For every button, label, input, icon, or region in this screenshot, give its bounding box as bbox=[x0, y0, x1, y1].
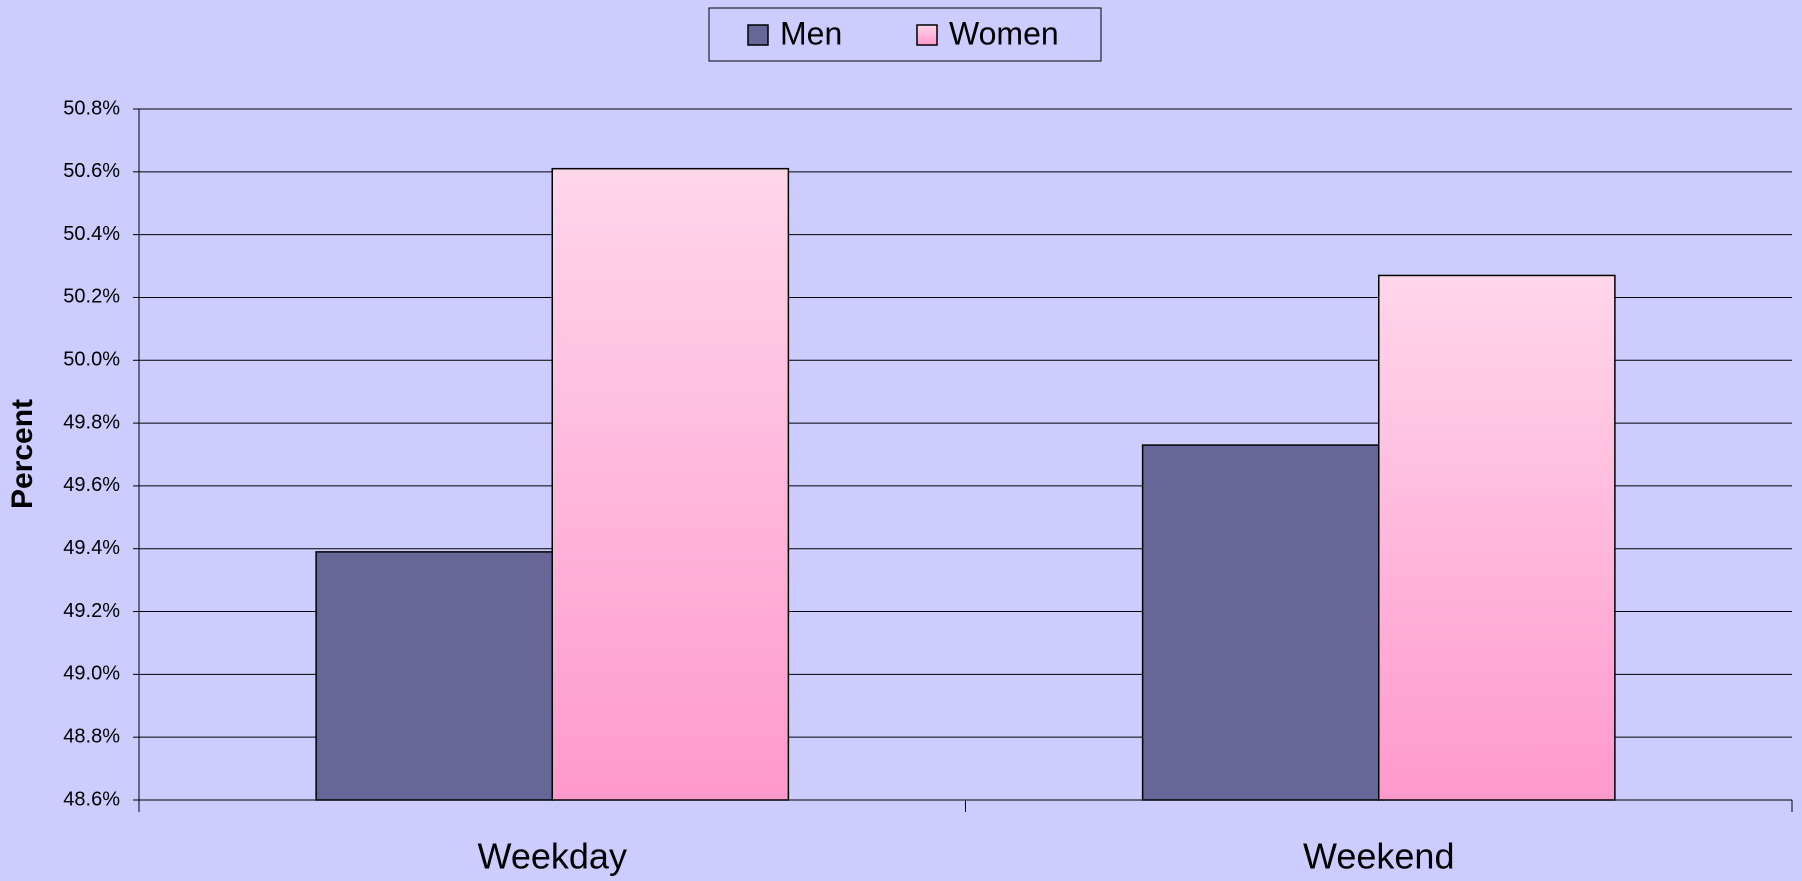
legend-swatch bbox=[747, 24, 769, 46]
y-tick-label: 49.6% bbox=[63, 474, 120, 496]
y-tick-label: 49.4% bbox=[63, 537, 120, 559]
y-axis-title: Percent bbox=[6, 399, 39, 509]
x-tick-label: Weekend bbox=[1303, 836, 1454, 877]
bar bbox=[1378, 274, 1616, 801]
bar bbox=[315, 551, 553, 801]
y-tick-label: 48.8% bbox=[63, 725, 120, 747]
y-tick-label: 50.2% bbox=[63, 286, 120, 308]
legend-label: Women bbox=[949, 15, 1059, 51]
y-tick-label: 50.6% bbox=[63, 160, 120, 182]
legend-label: Men bbox=[780, 15, 842, 51]
y-tick-label: 49.8% bbox=[63, 411, 120, 433]
bar bbox=[1141, 444, 1380, 801]
legend-swatch bbox=[916, 24, 938, 46]
y-tick-label: 49.2% bbox=[63, 600, 120, 622]
legend-box bbox=[708, 7, 1102, 62]
y-tick-label: 49.0% bbox=[63, 663, 120, 685]
y-tick-label: 48.6% bbox=[63, 788, 120, 810]
bar bbox=[551, 167, 790, 801]
y-tick-label: 50.8% bbox=[63, 97, 120, 119]
y-tick-label: 50.4% bbox=[63, 223, 120, 245]
y-tick-label: 50.0% bbox=[63, 349, 120, 371]
x-tick-label: Weekday bbox=[478, 836, 627, 877]
